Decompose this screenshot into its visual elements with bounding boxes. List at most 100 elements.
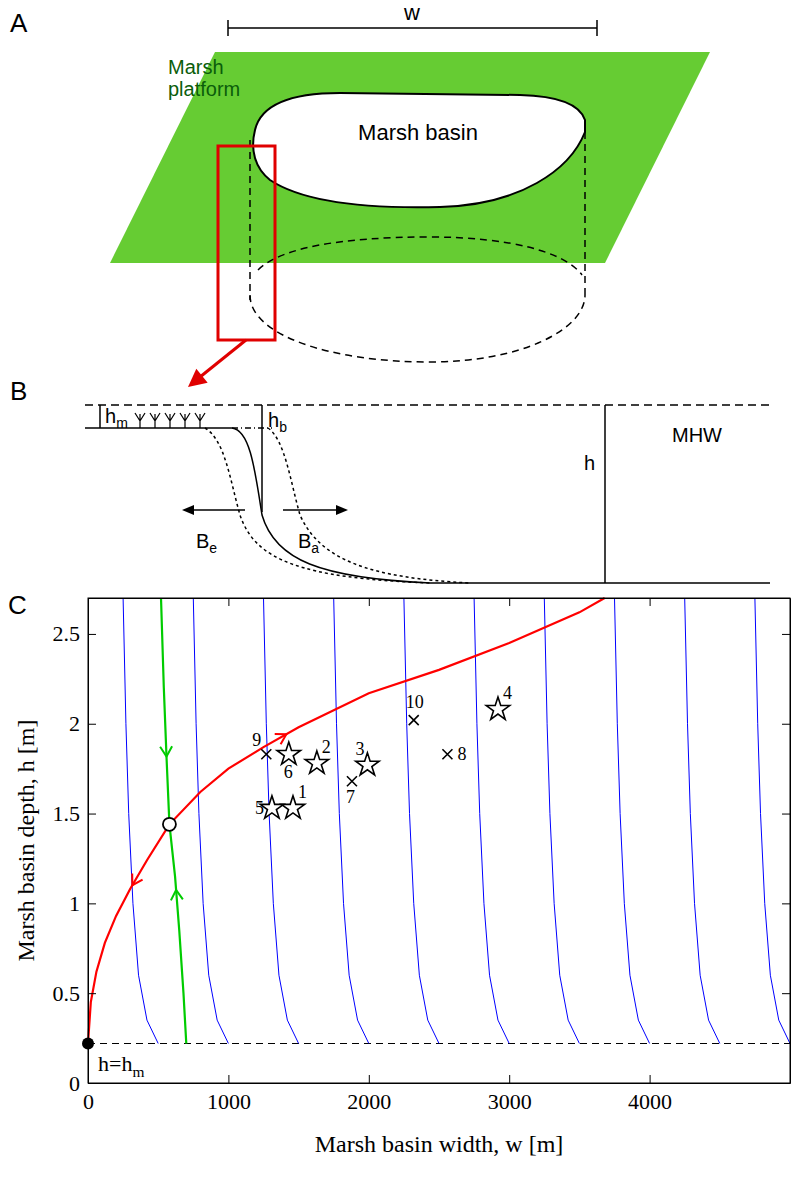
y-tick-mark xyxy=(782,903,790,904)
mhw-line xyxy=(85,404,770,406)
plot-texts: h=hm12345678910 xyxy=(98,683,512,1080)
x-tick-mark xyxy=(650,598,651,606)
x-tick: 2000 xyxy=(347,1075,391,1114)
x-tick-mark xyxy=(509,1075,510,1083)
x-tick-label: 3000 xyxy=(488,1089,532,1114)
y-axis-title: Marsh basin depth, h [m] xyxy=(13,720,39,962)
dashed-edge xyxy=(584,132,586,295)
marsh-platform xyxy=(110,52,710,263)
x-tick: 4000 xyxy=(628,1075,672,1114)
x-tick-mark xyxy=(650,1075,651,1083)
y-tick-label: 1 xyxy=(69,891,80,916)
vegetation xyxy=(165,413,175,428)
ba-label-sub: a xyxy=(311,540,319,556)
figure: AwMarshplatformMarsh basinBhmhbhMHWBeBaC… xyxy=(0,0,796,1199)
y-tick-mark xyxy=(782,993,790,994)
x-tick xyxy=(509,598,510,606)
y-tick xyxy=(782,814,790,815)
y-tick-label: 0 xyxy=(69,1071,80,1096)
dashed-edge xyxy=(249,140,251,300)
panel-label: B xyxy=(10,376,27,406)
y-tick-mark xyxy=(88,814,96,815)
point-label: 10 xyxy=(406,692,424,712)
platform-extension xyxy=(232,427,272,429)
trajectory xyxy=(685,598,720,1043)
vegetation xyxy=(180,413,190,428)
be-label-sub: e xyxy=(209,540,217,556)
point-label: 3 xyxy=(355,739,364,759)
platform-label-line: platform xyxy=(168,78,240,100)
y-tick: 2.5 xyxy=(53,621,97,646)
ba-label-main: B xyxy=(298,530,311,552)
y-tick-label: 2.5 xyxy=(53,621,81,646)
x-axis xyxy=(89,598,791,606)
flow-arrow xyxy=(275,734,287,744)
eroded-edge xyxy=(205,428,430,583)
trajectory xyxy=(264,598,299,1043)
panel-b: BhmhbhMHWBeBa xyxy=(10,376,770,583)
trajectory xyxy=(404,598,439,1043)
x-tick-mark xyxy=(369,1075,370,1083)
observed-point xyxy=(347,776,357,786)
y-tick: 0 xyxy=(69,1071,96,1096)
x-tick-mark xyxy=(369,598,370,606)
plot-area xyxy=(82,598,790,1049)
trajectory xyxy=(474,598,509,1043)
observed-point xyxy=(442,749,452,759)
trajectory xyxy=(334,598,369,1043)
hb-label: hb xyxy=(268,409,287,435)
hm-label-sub: m xyxy=(116,415,128,431)
ba-label: Ba xyxy=(298,530,319,556)
x-tick xyxy=(228,598,229,606)
y-tick-mark xyxy=(88,634,96,635)
trajectory xyxy=(755,598,790,1043)
x-axis-line xyxy=(89,1083,791,1084)
erosion-arrow xyxy=(192,509,245,511)
x-tick-label: 4000 xyxy=(628,1089,672,1114)
point-label: 9 xyxy=(252,730,261,750)
x-axis: 01000200030004000 xyxy=(83,1075,791,1114)
x-tick: 1000 xyxy=(207,1075,251,1114)
manifold-curve xyxy=(88,598,605,1043)
y-tick-mark xyxy=(88,903,96,904)
y-tick: 2 xyxy=(69,711,96,736)
observed-point xyxy=(409,715,419,725)
x-tick-label: 1000 xyxy=(207,1089,251,1114)
y-tick-mark xyxy=(88,1083,96,1084)
x-axis-title: Marsh basin width, w [m] xyxy=(315,1131,564,1157)
x-tick-mark xyxy=(228,598,229,606)
point-label: 1 xyxy=(298,782,307,802)
width-label: w xyxy=(403,0,420,25)
y-tick-mark xyxy=(782,814,790,815)
x-tick-label: 2000 xyxy=(347,1089,391,1114)
hb-bar xyxy=(261,405,263,512)
x-axis-line xyxy=(89,598,791,599)
point-label: 4 xyxy=(503,683,512,703)
x-tick-mark xyxy=(228,1075,229,1083)
reference-label-sub: m xyxy=(132,1063,144,1080)
y-tick: 1.5 xyxy=(53,801,97,826)
be-label-main: B xyxy=(196,530,209,552)
h-bar xyxy=(604,405,606,583)
panel-label: C xyxy=(8,590,27,620)
x-tick xyxy=(369,598,370,606)
platform-line xyxy=(85,427,232,429)
x-tick: 3000 xyxy=(488,1075,532,1114)
vegetation xyxy=(135,413,145,428)
platform-label: Marshplatform xyxy=(168,56,240,100)
trajectory xyxy=(193,598,228,1043)
observed-point xyxy=(261,749,271,759)
trajectory xyxy=(615,598,650,1043)
reference-label-main: h=h xyxy=(98,1051,132,1076)
flow-arrow xyxy=(132,874,142,886)
zoom-arrow xyxy=(200,340,246,377)
basin-label: Marsh basin xyxy=(358,120,478,145)
platform-label-line: Marsh xyxy=(168,56,224,78)
panel-c: Ch=hm123456789100100020003000400000.511.… xyxy=(8,590,791,1157)
y-axis xyxy=(782,599,791,1084)
h-label: h xyxy=(584,452,595,474)
marsh-edge xyxy=(232,428,770,583)
flow-arrow xyxy=(160,746,172,756)
x-tick xyxy=(650,598,651,606)
y-tick xyxy=(782,993,790,994)
